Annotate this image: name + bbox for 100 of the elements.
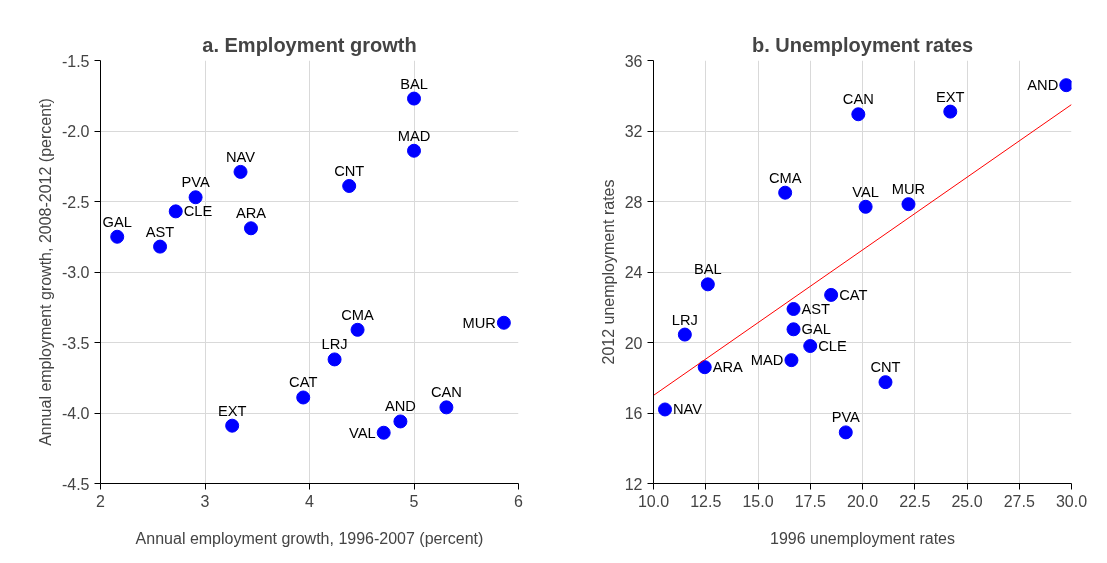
point — [697, 360, 712, 375]
point — [784, 353, 799, 368]
point — [943, 104, 958, 119]
point — [858, 199, 873, 214]
point — [407, 91, 421, 106]
y-tick-label: 32 — [624, 123, 643, 140]
point — [342, 179, 357, 193]
annotation: MAD — [750, 352, 784, 369]
point — [778, 185, 793, 200]
annotation: MUR — [891, 181, 926, 198]
x-tick-label: 17.5 — [794, 492, 826, 510]
annotation: EXT — [936, 88, 965, 105]
x-tick-label: 3 — [200, 492, 210, 510]
annotation: CLE — [818, 338, 847, 355]
point — [188, 190, 203, 205]
annotation: EXT — [217, 402, 247, 419]
annotation: CAN — [842, 91, 874, 108]
annotation: AST — [801, 301, 831, 318]
annotation: LRJ — [671, 311, 698, 328]
x-axis-title: Annual employment growth, 1996-2007 (percent) — [135, 529, 484, 547]
x-tick-label: 6 — [514, 492, 524, 510]
annotation: CMA — [341, 306, 375, 323]
point — [243, 221, 258, 236]
annotation: CMA — [768, 169, 802, 186]
point — [851, 107, 866, 122]
annotation: CAN — [430, 384, 462, 401]
point — [407, 143, 421, 158]
point — [786, 302, 801, 316]
x-tick-label: 30.0 — [1055, 492, 1088, 510]
x-tick-label: 12.5 — [690, 492, 722, 510]
annotation: AST — [145, 223, 175, 240]
point — [878, 375, 893, 390]
annotation: CAT — [289, 374, 318, 391]
y-tick-label: -3.0 — [61, 264, 90, 281]
point — [327, 352, 342, 367]
x-tick-label: 2 — [96, 492, 106, 510]
y-tick-label: -2.0 — [61, 123, 90, 140]
point — [786, 322, 801, 337]
annotation: MAD — [397, 127, 431, 144]
y-tick-label: 20 — [624, 334, 643, 352]
x-tick-label: 22.5 — [899, 492, 931, 510]
annotation: ARA — [235, 205, 267, 222]
annotation: CNT — [334, 162, 365, 179]
y-tick-label: -1.5 — [61, 52, 90, 70]
point — [677, 327, 692, 342]
y-tick-label: 16 — [624, 405, 643, 422]
annotation: BAL — [693, 261, 722, 278]
y-tick-label: 36 — [624, 52, 643, 70]
x-tick-label: 4 — [305, 492, 315, 510]
annotation: VAL — [349, 424, 376, 441]
point — [803, 339, 818, 354]
point — [700, 277, 715, 292]
y-tick-label: -3.5 — [61, 334, 90, 352]
annotation: CAT — [839, 286, 868, 303]
point — [110, 229, 125, 244]
y-axis-title: Annual employment growth, 2008-2012 (percent) — [36, 98, 54, 446]
point — [496, 315, 511, 330]
point — [296, 390, 311, 405]
annotation: LRJ — [321, 336, 348, 353]
annotation: BAL — [400, 75, 428, 92]
point — [439, 400, 454, 415]
point — [225, 418, 240, 433]
chart-title: a. Employment growth — [202, 33, 417, 56]
annotation: CLE — [183, 203, 213, 220]
annotation: VAL — [852, 183, 879, 200]
point — [168, 204, 183, 219]
y-tick-label: -4.5 — [61, 475, 90, 493]
x-tick-label: 5 — [409, 492, 419, 510]
point — [376, 425, 391, 440]
point — [838, 425, 853, 440]
annotation: NAV — [226, 148, 256, 165]
annotation: CNT — [870, 359, 901, 376]
x-tick-label: 25.0 — [951, 492, 983, 510]
y-tick-label: -4.0 — [61, 405, 90, 422]
annotation: GAL — [102, 213, 132, 230]
x-tick-label: 27.5 — [1003, 492, 1035, 510]
point — [658, 402, 672, 417]
x-tick-label: 20.0 — [846, 492, 879, 510]
point — [350, 322, 365, 337]
point — [233, 164, 248, 179]
x-tick-label: 15.0 — [742, 492, 774, 510]
annotation: NAV — [672, 401, 703, 418]
y-axis-title: 2012 unemployment rates — [599, 179, 617, 365]
point — [393, 414, 408, 429]
chart-title: b. Unemployment rates — [751, 33, 974, 56]
y-tick-label: 28 — [624, 193, 643, 211]
annotation: MUR — [462, 314, 496, 331]
point — [1059, 78, 1072, 93]
x-tick-label: 10.0 — [637, 492, 670, 510]
x-axis-title: 1996 unemployment rates — [770, 529, 955, 547]
annotation: AND — [384, 398, 416, 415]
point — [153, 239, 168, 254]
point — [824, 287, 839, 302]
annotation: GAL — [801, 321, 831, 338]
point — [901, 197, 916, 212]
y-tick-label: -2.5 — [61, 193, 90, 211]
y-tick-label: 12 — [624, 475, 643, 493]
annotation: PVA — [181, 174, 210, 191]
annotation: AND — [1027, 77, 1059, 94]
annotation: PVA — [831, 409, 861, 426]
